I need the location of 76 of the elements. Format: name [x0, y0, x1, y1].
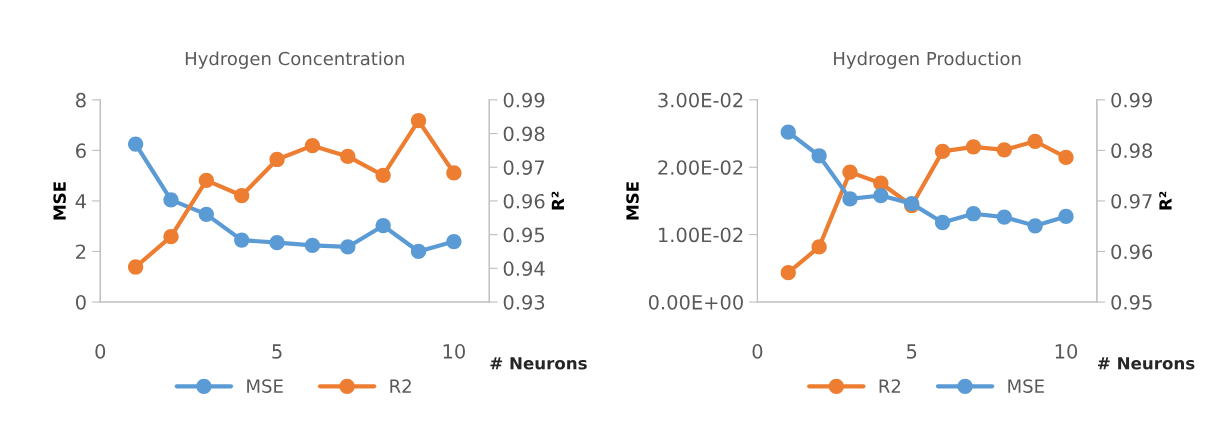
- point: [965, 139, 982, 155]
- point: [410, 243, 427, 260]
- x-tick-label: 10: [443, 344, 465, 359]
- point: [780, 265, 796, 281]
- point: [127, 136, 144, 152]
- y2-tick-label: 0.97: [1111, 193, 1152, 209]
- point: [811, 148, 827, 164]
- point: [842, 191, 858, 207]
- y2-axis-title: R²: [551, 191, 564, 210]
- y-axis-title: MSE: [626, 182, 639, 220]
- y2-tick-label: 0.96: [1111, 244, 1153, 260]
- point: [163, 192, 179, 208]
- legend-label: MSE: [1008, 379, 1044, 393]
- point: [340, 148, 356, 165]
- point: [163, 229, 179, 245]
- point: [1058, 208, 1074, 225]
- point: [127, 259, 144, 275]
- x-tick-label: 0: [95, 344, 106, 359]
- point: [269, 234, 285, 251]
- y2-axis-title: R²: [1159, 191, 1172, 210]
- y-tick-label: 1.00E-02: [659, 227, 743, 243]
- point: [304, 138, 321, 154]
- legend-label: MSE: [247, 379, 283, 393]
- point: [780, 124, 796, 140]
- y-tick-label: 0.00E+00: [648, 294, 743, 310]
- point: [996, 209, 1012, 225]
- y2-tick-label: 0.98: [503, 126, 545, 142]
- point: [340, 239, 356, 255]
- point: [446, 165, 462, 181]
- point: [811, 239, 827, 255]
- x-axis-title: # Neurons: [490, 357, 587, 370]
- y2-tick-label: 0.99: [503, 92, 545, 108]
- point: [873, 187, 889, 204]
- x-tick-label: 5: [907, 344, 917, 359]
- y2-tick-label: 0.95: [503, 227, 545, 243]
- legend-label: R2: [879, 379, 901, 393]
- point: [1027, 218, 1043, 234]
- y-tick-label: 8: [76, 92, 86, 108]
- x-tick-label: 10: [1055, 344, 1078, 359]
- legend-label: R2: [390, 379, 411, 393]
- y-tick-label: 6: [76, 143, 86, 159]
- y2-tick-label: 0.93: [503, 294, 545, 310]
- y2-tick-label: 0.98: [1111, 143, 1153, 159]
- x-tick-label: 5: [272, 344, 282, 359]
- y2-tick-label: 0.97: [503, 160, 545, 175]
- x-tick-label: 0: [752, 344, 763, 359]
- y-tick-label: 2: [76, 244, 86, 259]
- point: [934, 143, 951, 160]
- point: [375, 218, 391, 234]
- chart-title: Hydrogen Production: [834, 51, 1021, 69]
- point: [304, 237, 321, 254]
- y-tick-label: 0: [75, 294, 86, 310]
- point: [375, 167, 391, 183]
- point: [934, 214, 951, 231]
- point: [446, 233, 462, 250]
- y-tick-label: 2.00E-02: [658, 160, 743, 175]
- point: [965, 206, 982, 222]
- point: [234, 187, 250, 204]
- chart-title: Hydrogen Concentration: [185, 51, 404, 69]
- point: [269, 151, 285, 168]
- point: [198, 206, 214, 222]
- y-axis-title: MSE: [53, 182, 66, 220]
- y2-tick-label: 0.95: [1111, 294, 1152, 310]
- y2-tick-label: 0.96: [503, 193, 545, 209]
- point: [234, 232, 250, 248]
- y-tick-label: 3.00E-02: [658, 92, 743, 108]
- y-tick-label: 4: [75, 194, 86, 209]
- x-axis-title: # Neurons: [1097, 357, 1195, 370]
- point: [996, 142, 1012, 158]
- point: [198, 172, 214, 189]
- point: [1027, 133, 1043, 149]
- point: [1058, 149, 1074, 166]
- y2-tick-label: 0.99: [1111, 92, 1152, 108]
- point: [410, 113, 427, 129]
- point: [842, 164, 858, 180]
- y2-tick-label: 0.94: [503, 261, 545, 276]
